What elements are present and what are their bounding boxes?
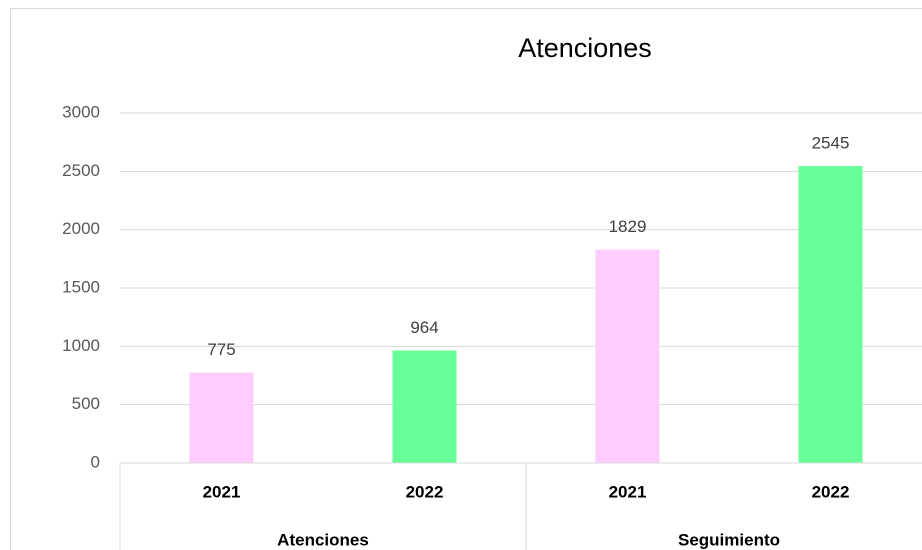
x-tick-label: 2022 [812,482,850,501]
data-label: 2545 [812,134,850,153]
y-tick-label: 3000 [62,102,100,121]
data-label: 1829 [609,217,647,236]
y-tick-label: 0 [91,452,100,471]
x-tick-label: 2022 [406,482,444,501]
data-label: 964 [410,318,438,337]
bar [392,350,457,463]
y-tick-label: 500 [72,394,100,413]
group-label: Atenciones [277,530,369,549]
y-tick-label: 1000 [62,336,100,355]
bar [189,372,254,463]
y-tick-label: 2000 [62,219,100,238]
x-tick-label: 2021 [609,482,647,501]
y-tick-label: 2500 [62,161,100,180]
chart-border [10,8,922,550]
data-label: 775 [207,340,235,359]
bar [595,249,660,463]
group-label: Seguimiento [678,530,780,549]
x-tick-label: 2021 [203,482,241,501]
bar [798,166,863,464]
y-tick-label: 1500 [62,277,100,296]
chart-title: Atenciones [518,33,652,63]
